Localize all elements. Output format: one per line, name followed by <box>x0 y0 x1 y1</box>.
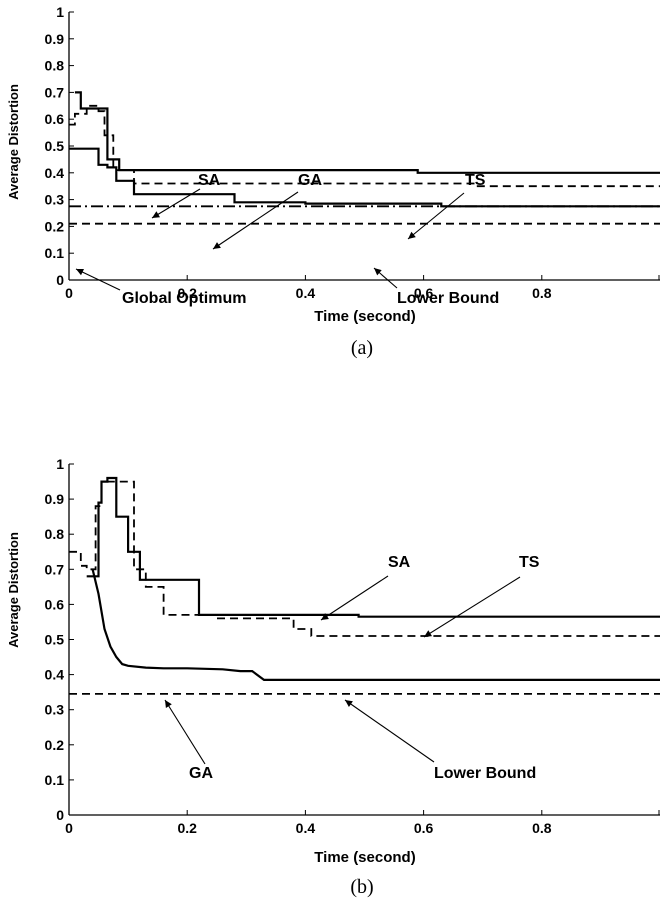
panel-a-arrowhead-lower-bound <box>374 268 382 276</box>
panel-b-caption: (b) <box>350 876 373 898</box>
panel-b-ytick-label: 0 <box>56 807 64 823</box>
panel-a-ytick-label: 0.3 <box>45 192 65 208</box>
panel-b-ytick-label: 0.3 <box>45 702 65 718</box>
panel-b-ytick-label: 0.7 <box>45 561 65 577</box>
panel-b-ytick-label: 1 <box>56 456 64 472</box>
panel-a-xtick-labels: 0 0.2 0.4 0.6 0.8 <box>65 275 660 301</box>
panel-a-xtick-label: 0.6 <box>414 285 434 301</box>
panel-a-label-sa: SA <box>198 172 221 189</box>
panel-b: 0 0.1 0.2 0.3 0.4 0.5 0.6 0.7 0.8 0.9 1 0 0.2 0.4 0.6… <box>6 456 660 898</box>
panel-a-xtick-label: 0.4 <box>296 285 316 301</box>
panel-a-label-ts: TS <box>465 172 486 189</box>
panel-b-annotations: SA TS GA Lower Bound <box>164 554 540 782</box>
panel-b-ytick-label: 0.9 <box>45 491 65 507</box>
panel-b-label-ts: TS <box>519 554 540 571</box>
panel-a-ytick-label: 0 <box>56 272 64 288</box>
panel-b-xtick-label: 0.4 <box>296 820 316 836</box>
panel-b-xlabel: Time (second) <box>314 849 415 866</box>
panel-b-xtick-label: 0.6 <box>414 820 434 836</box>
panel-a-annotations: SA GA TS Global Optimum Lower Bound <box>75 172 499 307</box>
panel-b-ytick-label: 0.5 <box>45 632 65 648</box>
panel-b-series-ts <box>69 480 660 637</box>
panel-a-arrow-ga <box>212 191 299 250</box>
panel-a-arrowhead-ts <box>408 231 416 239</box>
panel-a-xtick-label: 0 <box>65 285 73 301</box>
panel-a-series <box>69 91 660 225</box>
panel-b-xtick-label: 0.8 <box>532 820 552 836</box>
panel-a-ytick-label: 0.2 <box>45 218 65 234</box>
panel-a-xtick-label: 0.8 <box>532 285 552 301</box>
panel-b-ytick-label: 0.6 <box>45 596 65 612</box>
panel-b-arrow-ga <box>164 699 206 765</box>
panel-b-ytick-label: 0.1 <box>45 772 65 788</box>
panel-b-ytick-label: 0.4 <box>45 667 65 683</box>
panel-b-ytick-label: 0.8 <box>45 526 65 542</box>
panel-a-ytick-label: 0.1 <box>45 245 65 261</box>
panel-b-series <box>69 476 660 695</box>
panel-a-ytick-label: 0.7 <box>45 84 65 100</box>
panel-b-arrowhead-sa <box>321 613 329 620</box>
panel-a-series-ga <box>69 147 660 208</box>
panel-a-arrowhead-global-optimum <box>76 269 84 276</box>
panel-a-series-sa <box>74 91 660 174</box>
panel-a-arrow-ts <box>407 192 465 240</box>
panel-b-label-sa: SA <box>388 554 411 571</box>
panel-b-arrowhead-ts <box>424 630 432 637</box>
panel-a-ytick-label: 0.4 <box>45 165 65 181</box>
panel-b-ylabel: Average Distortion <box>6 532 21 648</box>
panel-a-series-ts <box>69 104 660 188</box>
panel-a-ytick-label: 0.8 <box>45 58 65 74</box>
panel-b-label-ga: GA <box>189 765 213 782</box>
panel-b-arrow-ts <box>423 576 521 638</box>
panel-b-xtick-label: 0.2 <box>177 820 197 836</box>
panel-b-arrowhead-ga <box>165 700 172 708</box>
panel-b-label-lower-bound: Lower Bound <box>434 765 536 782</box>
panel-b-ytick-label: 0.2 <box>45 737 65 753</box>
panel-b-series-ga <box>91 569 660 681</box>
panel-b-arrow-sa <box>320 575 389 621</box>
panel-a-xlabel: Time (second) <box>314 308 415 325</box>
panel-a-label-ga: GA <box>298 172 322 189</box>
panel-b-ytick-labels: 0 0.1 0.2 0.3 0.4 0.5 0.6 0.7 0.8 0.9 1 <box>45 456 74 823</box>
panel-b-xtick-labels: 0 0.2 0.4 0.6 0.8 <box>65 810 660 836</box>
panel-a-ytick-label: 0.9 <box>45 31 65 47</box>
panel-b-xtick-label: 0 <box>65 820 73 836</box>
panel-b-arrowhead-lower-bound <box>345 700 353 707</box>
panel-a-ylabel: Average Distortion <box>6 84 21 200</box>
panel-a: 0 0.1 0.2 0.3 0.4 0.5 0.6 0.7 0.8 0.9 1 0 0.2 0.4 0.6… <box>6 4 660 359</box>
panel-a-ytick-label: 0.6 <box>45 111 65 127</box>
panel-a-label-lower-bound: Lower Bound <box>397 290 499 307</box>
panel-a-arrowhead-ga <box>213 242 221 249</box>
panel-a-arrowhead-sa <box>152 211 160 218</box>
panel-a-xtick-label: 0.2 <box>177 285 197 301</box>
panel-b-arrow-lower-bound <box>344 699 435 763</box>
panel-a-ytick-label: 0.5 <box>45 138 65 154</box>
panel-a-arrow-sa <box>151 188 201 219</box>
panel-a-ytick-label: 1 <box>56 4 64 20</box>
panel-a-label-global-optimum: Global Optimum <box>122 290 246 307</box>
panel-b-series-sa <box>86 476 660 618</box>
panel-a-ytick-labels: 0 0.1 0.2 0.3 0.4 0.5 0.6 0.7 0.8 0.9 1 <box>45 4 74 288</box>
panel-a-caption: (a) <box>351 337 373 359</box>
